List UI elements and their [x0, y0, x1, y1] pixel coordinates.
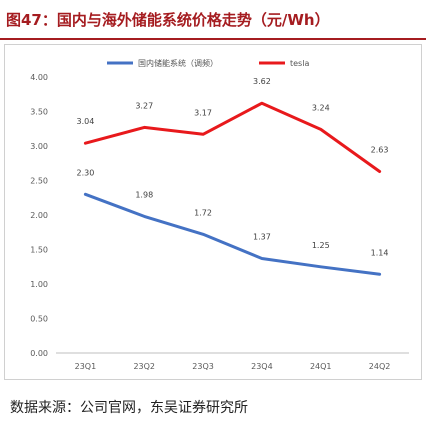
y-tick-label: 3.50 — [30, 108, 48, 117]
data-label-2: 3.04 — [77, 117, 95, 126]
y-tick-label: 0.00 — [30, 349, 48, 358]
y-axis: 0.00 0.50 1.00 1.50 2.00 2.50 3.00 3.50 4.00 — [30, 73, 48, 358]
data-label-1: 1.25 — [312, 241, 330, 250]
series-line-1 — [83, 192, 382, 276]
y-tick-label: 4.00 — [30, 73, 48, 82]
x-tick-label: 23Q4 — [251, 362, 273, 371]
y-tick-label: 3.00 — [30, 142, 48, 151]
x-tick-label: 24Q2 — [369, 362, 391, 371]
y-tick-label: 1.50 — [30, 246, 48, 255]
data-label-2: 3.62 — [253, 77, 271, 86]
chart-frame: 国内储能系统（调频） tesla 0.00 0.50 1.00 1.50 2.00 2.50… — [4, 44, 422, 380]
data-label-2: 3.27 — [135, 101, 153, 110]
title-bar: 图47：国内与海外储能系统价格走势（元/Wh） — [0, 0, 426, 40]
x-tick-label: 23Q2 — [133, 362, 155, 371]
x-tick-label: 23Q3 — [192, 362, 214, 371]
y-tick-label: 2.00 — [30, 211, 48, 220]
data-label-1: 1.98 — [135, 190, 153, 199]
data-label-2: 2.63 — [371, 146, 389, 155]
x-axis: 23Q1 23Q2 23Q3 23Q4 24Q1 24Q2 — [56, 352, 409, 371]
y-tick-label: 0.50 — [30, 315, 48, 324]
figure-title: 图47：国内与海外储能系统价格走势（元/Wh） — [6, 11, 330, 29]
data-label-1: 2.30 — [77, 168, 95, 177]
line-chart: 国内储能系统（调频） tesla 0.00 0.50 1.00 1.50 2.00 2.50… — [30, 58, 409, 371]
data-label-2: 3.24 — [312, 103, 330, 112]
x-tick-label: 24Q1 — [310, 362, 332, 371]
y-tick-label: 2.50 — [30, 177, 48, 186]
y-tick-label: 1.00 — [30, 280, 48, 289]
data-label-1: 1.14 — [371, 248, 389, 257]
data-label-1: 1.37 — [253, 232, 271, 241]
source-bar: 数据来源：公司官网，东吴证券研究所 — [0, 380, 426, 421]
legend-label-2: tesla — [290, 59, 309, 68]
data-label-1: 1.72 — [194, 208, 212, 217]
x-tick-label: 23Q1 — [75, 362, 97, 371]
data-label-2: 3.17 — [194, 108, 212, 117]
legend-label-1: 国内储能系统（调频） — [138, 58, 218, 68]
series-line-2 — [83, 101, 382, 173]
source-note: 数据来源：公司官网，东吴证券研究所 — [10, 400, 248, 416]
chart-legend: 国内储能系统（调频） tesla — [107, 58, 309, 68]
plot-area: 2.30 1.98 1.72 1.37 1.25 1.14 3.04 3.27 3.17 3.62… — [77, 77, 389, 276]
